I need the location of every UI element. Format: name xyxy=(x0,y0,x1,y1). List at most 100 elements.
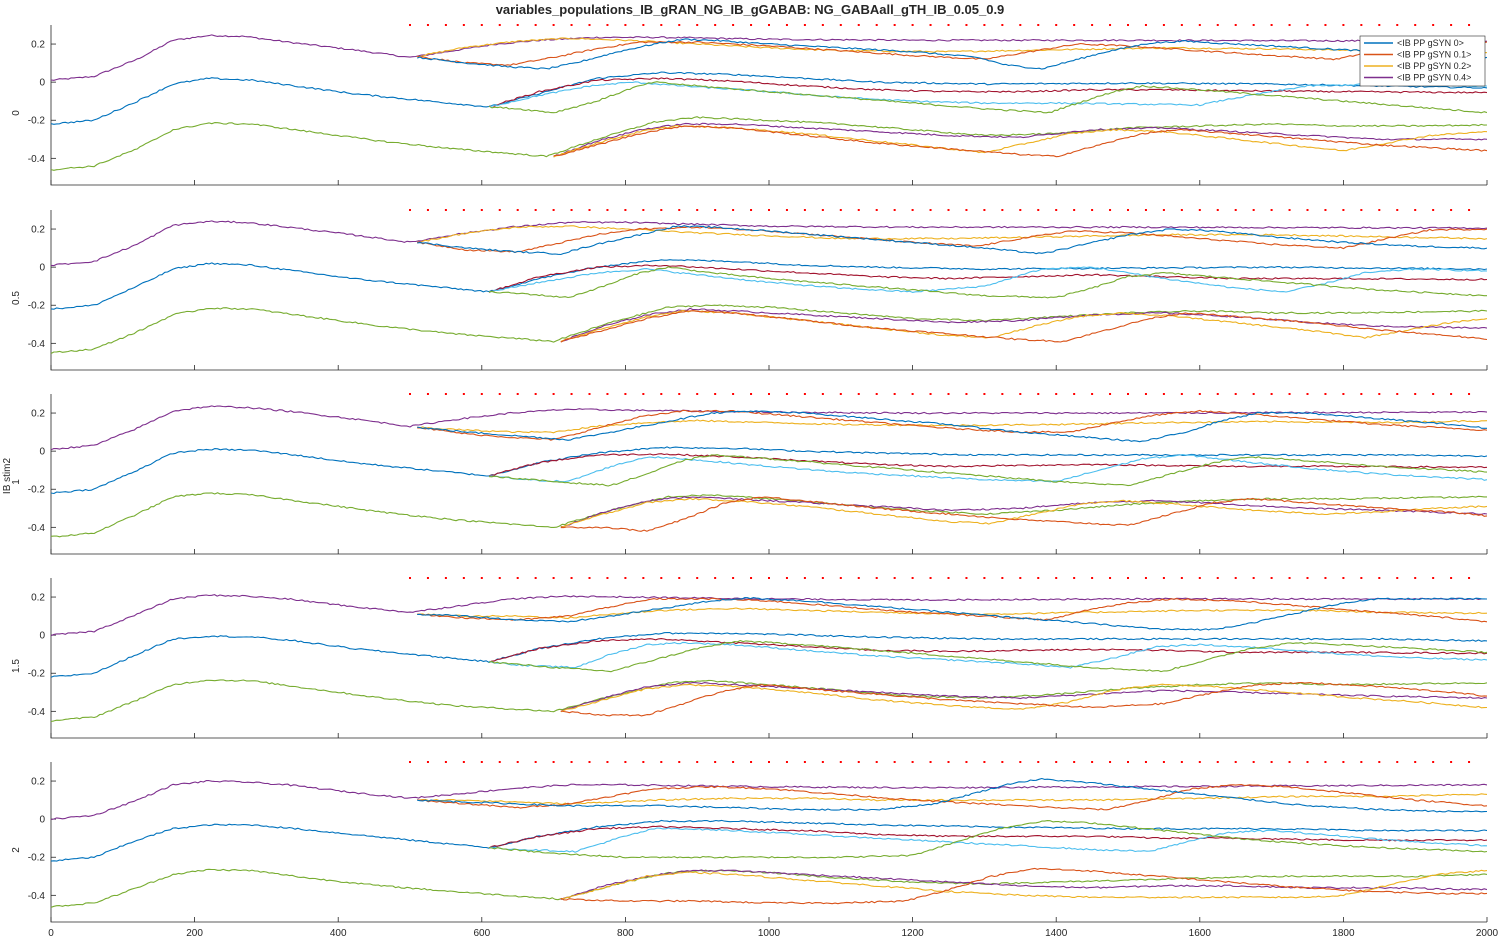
spike-marker xyxy=(1091,761,1094,763)
spike-marker xyxy=(947,393,950,395)
subplot-0: -0.4 -0.2 0 0.2 0 xyxy=(11,24,1488,186)
spike-marker xyxy=(839,577,842,579)
spike-marker xyxy=(1127,761,1129,763)
spike-marker xyxy=(750,761,753,763)
spike-marker xyxy=(1396,24,1399,26)
y-tick-label: -0.2 xyxy=(28,116,46,127)
spike-marker xyxy=(732,761,735,763)
series-line-2 xyxy=(417,409,1487,441)
spike-marker xyxy=(1306,577,1309,579)
y-tick-label: 0 xyxy=(39,631,45,642)
series-line-6 xyxy=(488,827,1487,853)
spike-marker xyxy=(1324,577,1327,579)
series-line-7 xyxy=(488,639,1487,673)
spike-marker xyxy=(839,24,842,26)
spike-marker xyxy=(1019,209,1022,211)
spike-marker xyxy=(1468,24,1471,26)
spike-marker xyxy=(929,209,932,211)
spike-marker xyxy=(1234,24,1237,26)
series-line-10 xyxy=(560,869,1487,900)
spike-marker xyxy=(732,393,735,395)
series-line-2 xyxy=(416,40,1487,66)
y-tick-label: 0.2 xyxy=(31,409,45,420)
spike-marker xyxy=(588,761,591,763)
spike-marker xyxy=(1252,24,1255,26)
spike-marker xyxy=(750,24,753,26)
axes-frame xyxy=(50,578,1487,739)
spike-marker xyxy=(1109,761,1112,763)
x-tick-label: 1000 xyxy=(758,928,781,938)
spike-marker xyxy=(624,209,627,211)
spike-marker xyxy=(1037,393,1040,395)
spike-marker xyxy=(1001,577,1004,579)
spike-marker xyxy=(857,393,860,395)
spike-marker xyxy=(516,24,519,26)
y-axis-label: 1 xyxy=(11,479,22,485)
series-line-9 xyxy=(560,869,1487,901)
spike-marker xyxy=(1109,209,1112,211)
spike-marker xyxy=(1396,209,1399,211)
spike-marker xyxy=(660,24,663,26)
spike-marker xyxy=(1055,24,1058,26)
spike-marker xyxy=(965,209,968,211)
series-line-5 xyxy=(488,264,1487,293)
spike-marker xyxy=(1234,209,1237,211)
spike-marker xyxy=(1468,393,1471,395)
spike-marker xyxy=(534,577,537,579)
series-line-3 xyxy=(417,225,1487,256)
spike-marker xyxy=(1109,577,1112,579)
y-tick-label: -0.4 xyxy=(28,154,46,165)
subplot-stack: -0.4 -0.2 0 0.2 0 -0.4 -0.2 0 0.2 0.5 -0.4 -0.2 0 0.2… xyxy=(11,24,1488,923)
spike-marker xyxy=(732,577,735,579)
spike-marker xyxy=(803,393,806,395)
series-line-4 xyxy=(51,71,1487,125)
y-tick-label: -0.4 xyxy=(28,339,46,350)
spike-marker xyxy=(1270,209,1273,211)
series-line-6 xyxy=(488,641,1487,669)
spike-marker xyxy=(750,393,753,395)
spike-marker xyxy=(1198,761,1201,763)
spike-marker xyxy=(1450,577,1453,579)
spike-marker xyxy=(1468,209,1471,211)
spike-marker xyxy=(409,761,411,763)
spike-marker xyxy=(588,577,591,579)
spike-marker xyxy=(893,24,896,26)
spike-marker xyxy=(409,577,411,579)
spike-marker xyxy=(1252,393,1255,395)
spike-marker xyxy=(983,209,986,211)
spike-marker xyxy=(1378,24,1381,26)
spike-marker xyxy=(1073,393,1076,395)
series-line-4 xyxy=(51,259,1487,310)
series-line-9 xyxy=(560,681,1487,713)
spike-marker xyxy=(768,209,770,211)
spike-marker xyxy=(1342,761,1345,763)
spike-marker xyxy=(1450,24,1453,26)
spike-marker xyxy=(516,393,519,395)
spike-marker xyxy=(1378,209,1381,211)
spike-marker xyxy=(732,24,735,26)
y-tick-label: -0.4 xyxy=(28,707,46,718)
spike-marker xyxy=(1019,393,1022,395)
spike-marker xyxy=(1288,209,1291,211)
spike-marker xyxy=(480,209,483,211)
spike-marker xyxy=(1091,24,1094,26)
y-tick-label: -0.2 xyxy=(28,669,46,680)
series-line-5 xyxy=(488,77,1487,107)
series-line-11 xyxy=(560,867,1487,905)
spike-marker xyxy=(1468,761,1471,763)
series-line-7 xyxy=(488,454,1487,487)
spike-marker xyxy=(624,761,627,763)
spike-marker xyxy=(462,577,465,579)
series-line-4 xyxy=(51,631,1487,678)
spike-marker xyxy=(624,577,627,579)
spike-marker xyxy=(444,393,447,395)
spike-marker xyxy=(606,24,609,26)
spike-marker xyxy=(642,761,645,763)
spike-marker xyxy=(570,24,573,26)
spike-marker xyxy=(965,577,968,579)
spike-marker xyxy=(1037,761,1040,763)
spike-marker xyxy=(570,393,573,395)
spike-marker xyxy=(606,209,609,211)
subplot-2: -0.4 -0.2 0 0.2 1 xyxy=(11,393,1488,555)
